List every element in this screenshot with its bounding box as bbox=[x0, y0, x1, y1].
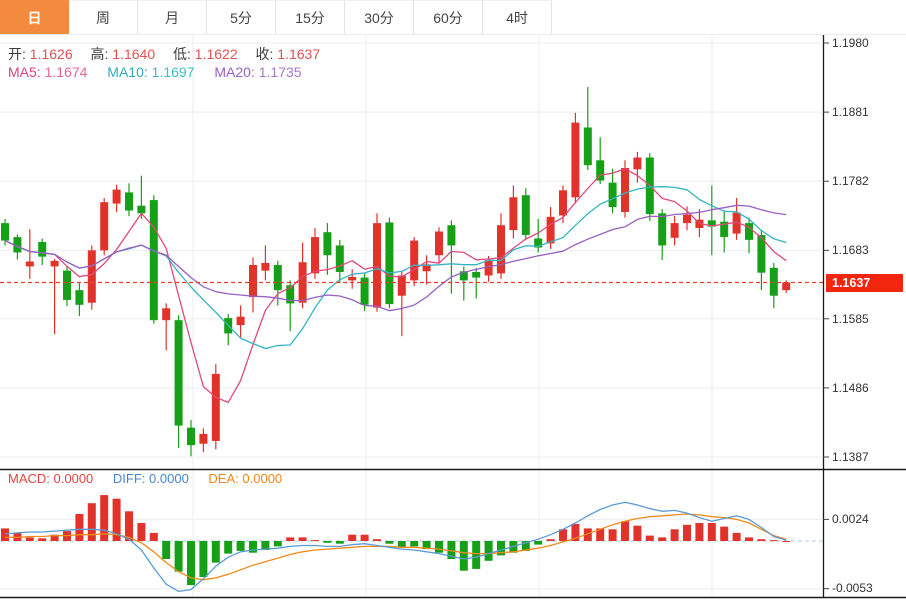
close-label: 收: bbox=[255, 46, 274, 62]
price-tick-6: 1.1486 bbox=[832, 381, 869, 395]
price-tick-1: 1.1980 bbox=[832, 36, 869, 50]
ma20-label: MA20: bbox=[214, 64, 255, 80]
close-value: 1.1637 bbox=[277, 46, 321, 62]
macd-tick-2: -0.0053 bbox=[832, 581, 873, 595]
high-value: 1.1640 bbox=[112, 46, 156, 62]
tab-week[interactable]: 周 bbox=[69, 0, 138, 34]
ma-legend: MA5: 1.1674 MA10: 1.1697 MA20: 1.1735 bbox=[8, 64, 302, 80]
ma20-value: 1.1735 bbox=[258, 64, 302, 80]
price-tick-2: 1.1881 bbox=[832, 105, 869, 119]
macd-label: MACD: bbox=[8, 471, 50, 486]
tab-month[interactable]: 月 bbox=[138, 0, 207, 34]
last-price-badge: 1.1637 bbox=[826, 274, 903, 292]
diff-label: DIFF: bbox=[112, 471, 146, 486]
low-value: 1.1622 bbox=[194, 46, 238, 62]
high-label: 高: bbox=[90, 46, 109, 62]
period-tabbar: 日 周 月 5分 15分 30分 60分 4时 bbox=[0, 0, 906, 35]
ma5-label: MA5: bbox=[8, 64, 41, 80]
open-value: 1.1626 bbox=[29, 46, 73, 62]
dea-label: DEA: bbox=[208, 471, 239, 486]
price-tick-7: 1.1387 bbox=[832, 450, 869, 464]
ma5-value: 1.1674 bbox=[44, 64, 88, 80]
ma10-label: MA10: bbox=[107, 64, 148, 80]
tab-15min[interactable]: 15分 bbox=[276, 0, 345, 34]
tab-30min[interactable]: 30分 bbox=[345, 0, 414, 34]
tab-5min[interactable]: 5分 bbox=[207, 0, 276, 34]
low-label: 低: bbox=[173, 46, 191, 62]
tab-day[interactable]: 日 bbox=[0, 0, 69, 34]
macd-tick-1: 0.0024 bbox=[832, 512, 869, 526]
price-tick-3: 1.1782 bbox=[832, 174, 869, 188]
ohlc-legend: 开: 1.1626 高: 1.1640 低: 1.1622 收: 1.1637 bbox=[8, 44, 334, 64]
ma10-value: 1.1697 bbox=[151, 64, 195, 80]
macd-value: 0.0000 bbox=[53, 471, 94, 486]
price-tick-4: 1.1683 bbox=[832, 243, 869, 257]
tab-4hour[interactable]: 4时 bbox=[483, 0, 552, 34]
tab-60min[interactable]: 60分 bbox=[414, 0, 483, 34]
diff-value: 0.0000 bbox=[149, 471, 189, 486]
price-tick-5: 1.1585 bbox=[832, 312, 869, 326]
dea-value: 0.0000 bbox=[242, 471, 283, 486]
macd-legend: MACD: 0.0000 DIFF: 0.0000 DEA: 0.0000 bbox=[8, 471, 282, 486]
open-label: 开: bbox=[8, 46, 26, 62]
